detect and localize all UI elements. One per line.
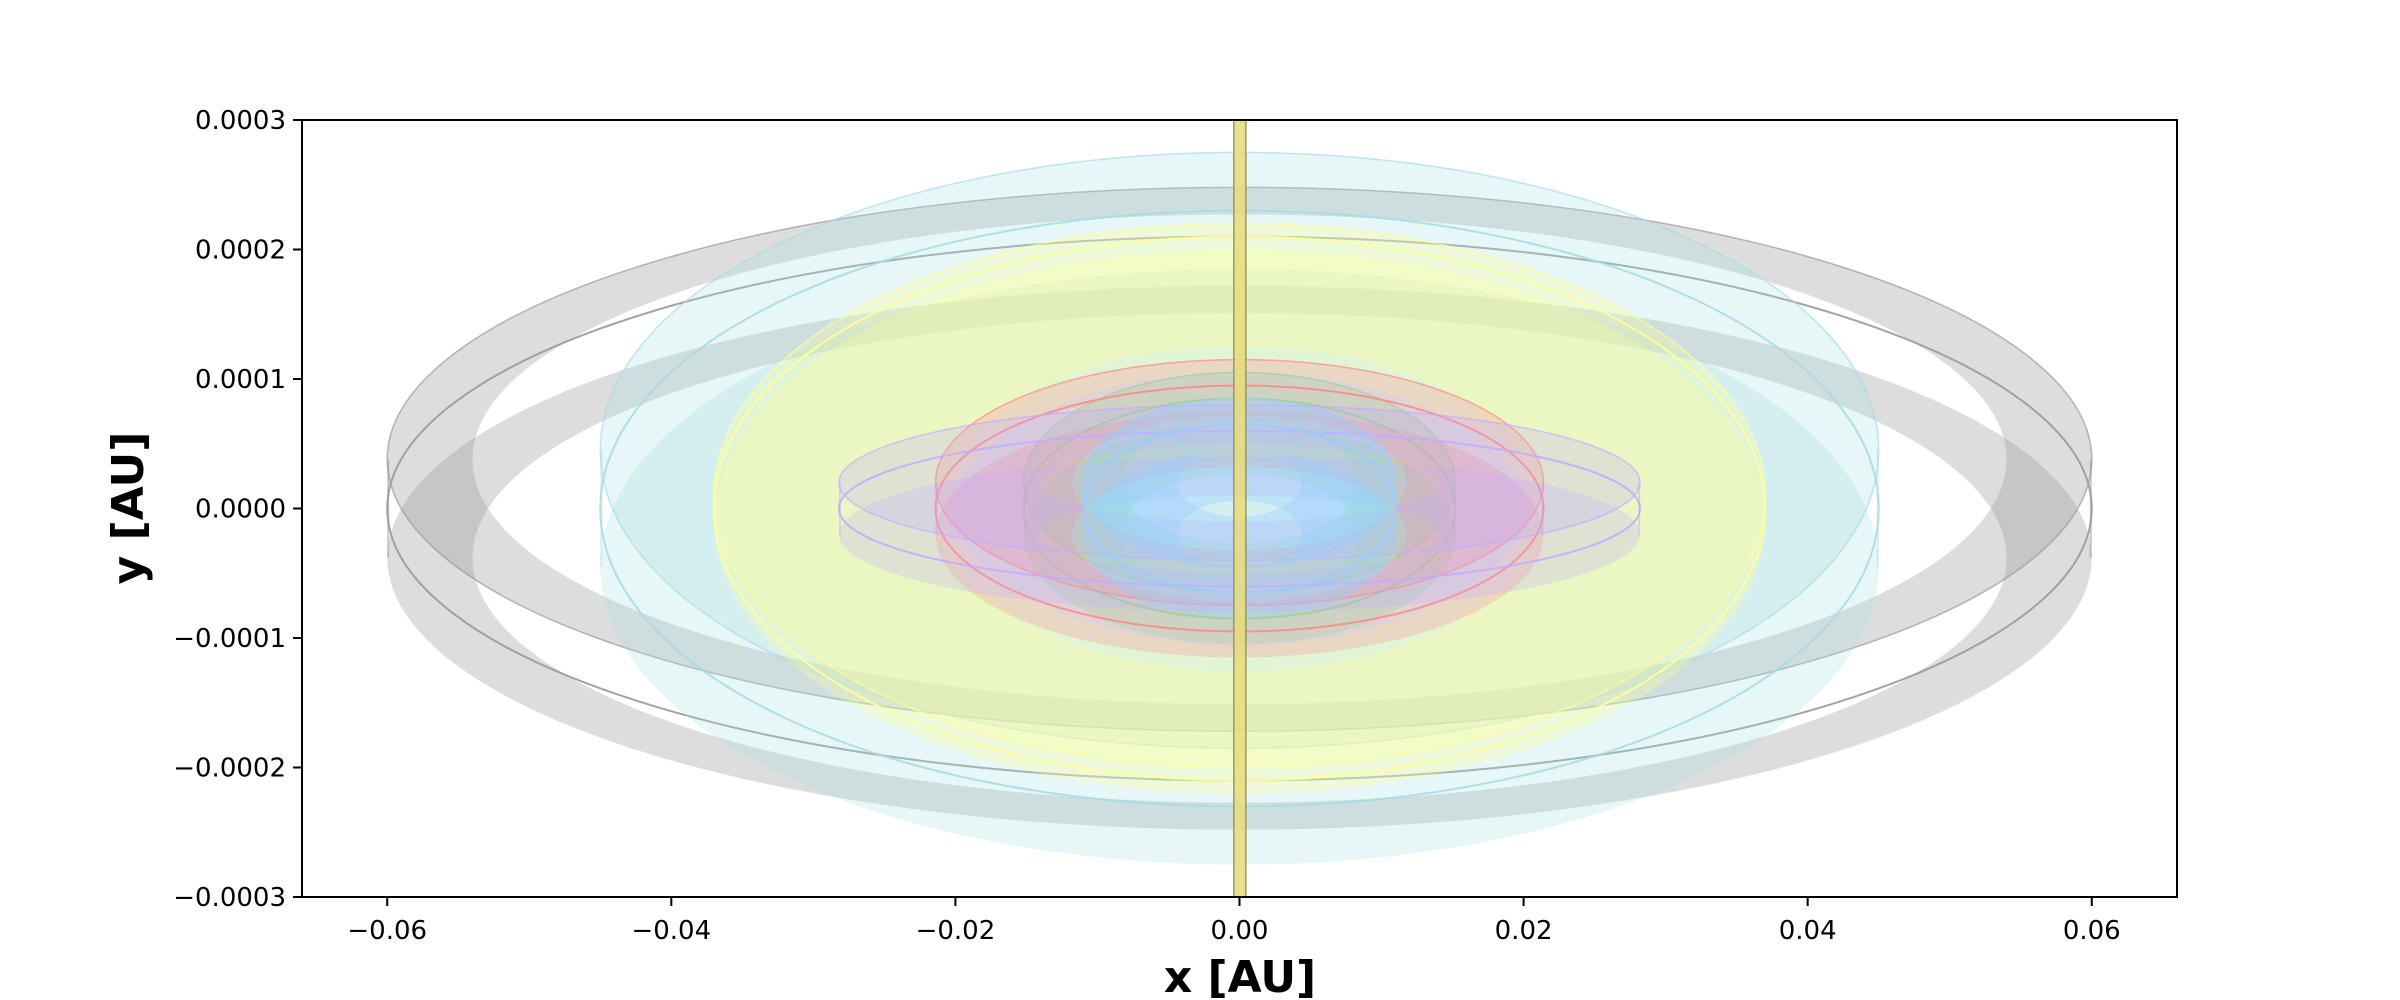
y-tick-label: −0.0002 (173, 754, 286, 784)
ring-6-face-bottom (838, 456, 1641, 613)
ring-5-face-top (935, 359, 1544, 606)
ring-4-face-top (1023, 372, 1456, 593)
axis-ticks: −0.06 −0.04 −0.02 0.00 0.02 0.04 0.06 0.0003 0.0… (173, 106, 2120, 946)
x-tick-label: 0.02 (1495, 916, 1553, 946)
x-tick-label: 0.00 (1211, 916, 1269, 946)
x-axis-label: x [AU] (1164, 952, 1316, 1000)
ring-3-face-bottom (713, 249, 1766, 794)
central-bar (1233, 120, 1247, 897)
y-tick-label: 0.0003 (195, 106, 286, 136)
ring-7 (1082, 397, 1397, 619)
ring-4-face-bottom (1023, 424, 1456, 645)
y-tick-label: 0.0002 (195, 236, 286, 266)
x-tick-label: 0.04 (1779, 916, 1837, 946)
ring-6-face-top (838, 404, 1641, 561)
y-tick-label: −0.0003 (173, 883, 286, 913)
y-tick-label: 0.0001 (195, 365, 286, 395)
x-tick-label: −0.02 (916, 916, 996, 946)
y-tick-label: 0.0000 (195, 495, 286, 525)
y-axis-label: y [AU] (103, 432, 154, 585)
ring-7-face-bottom (1083, 450, 1396, 619)
x-tick-label: −0.04 (631, 916, 711, 946)
ring-5-face-bottom (935, 411, 1544, 658)
plot-area (386, 120, 2093, 897)
y-tick-label: −0.0001 (173, 624, 286, 654)
x-tick-label: −0.06 (347, 916, 427, 946)
x-tick-label: 0.06 (2063, 916, 2121, 946)
ring-7-face-top (1083, 398, 1396, 567)
ring-3-face-top (713, 223, 1766, 768)
ring-3 (712, 222, 1767, 794)
